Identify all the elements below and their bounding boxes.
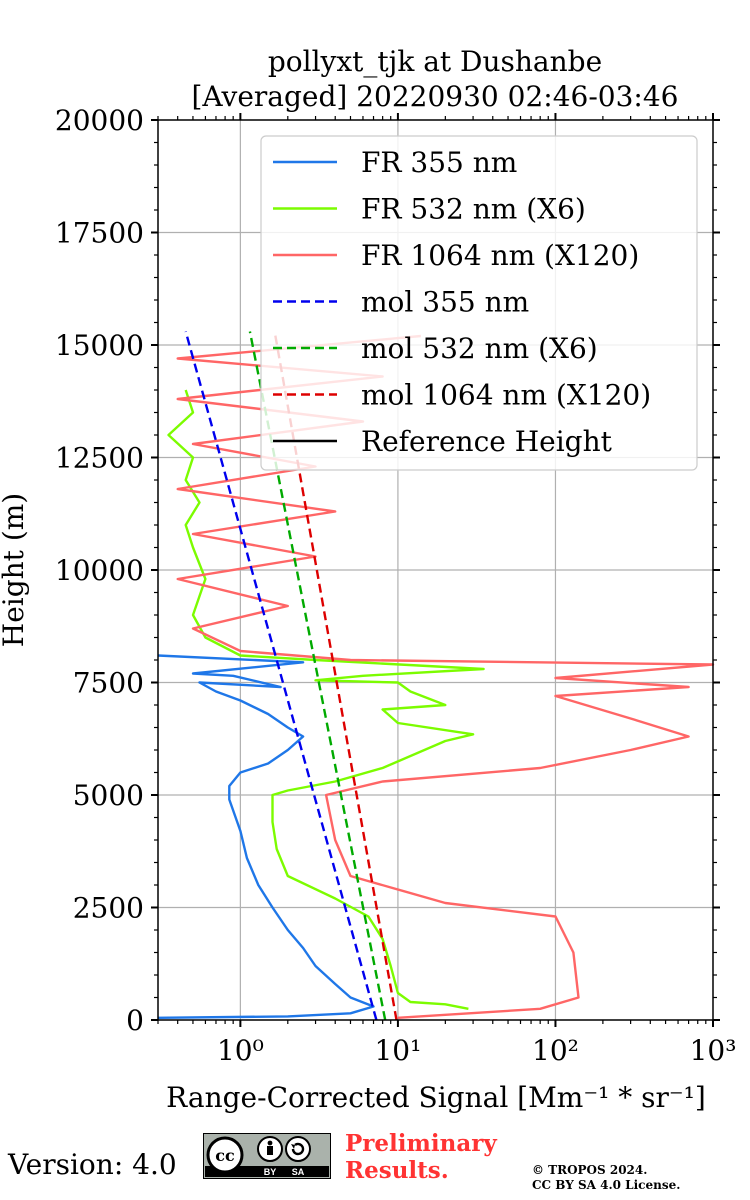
legend-label: mol 355 nm	[361, 286, 529, 319]
cc-license-badge: cc BY SA	[203, 1133, 331, 1179]
cc-icon	[206, 1136, 244, 1174]
legend-label: Reference Height	[361, 425, 613, 458]
y-tick-label: 5000	[73, 779, 144, 812]
legend: FR 355 nm FR 532 nm (X6) FR 1064 nm (X120)…	[260, 135, 698, 471]
preliminary-line-1: Preliminary	[345, 1130, 497, 1157]
series-line-1	[167, 389, 485, 1010]
legend-label: mol 1064 nm (X120)	[361, 379, 651, 412]
series-line-4	[248, 331, 387, 1021]
y-axis-label: Height (m)	[0, 493, 30, 647]
chart-subtitle: [Averaged] 20220930 02:46-03:46	[192, 80, 679, 113]
y-tick-label: 10000	[55, 554, 144, 587]
legend-label: FR 355 nm	[361, 146, 517, 179]
lidar-profile-chart: 0 2500 5000 7500 10000 12500 15000 17500 20000 10…	[0, 45, 737, 1114]
sa-icon	[285, 1136, 311, 1162]
x-axis-label: Range-Corrected Signal [Mm⁻¹ * sr⁻¹]	[166, 1081, 706, 1114]
series-line-3	[184, 331, 378, 1021]
chart-title: pollyxt_tjk at Dushanbe	[268, 45, 602, 78]
y-tick-label: 20000	[55, 104, 144, 137]
y-tick-label: 2500	[73, 892, 144, 925]
series-line-0	[157, 654, 375, 1019]
y-tick-label: 12500	[55, 442, 144, 475]
x-tick-label: 10¹	[374, 1034, 421, 1067]
legend-label: mol 532 nm (X6)	[361, 332, 598, 365]
y-tick-label: 17500	[55, 217, 144, 250]
preliminary-notice: Preliminary Results.	[345, 1130, 497, 1184]
legend-label: FR 532 nm (X6)	[361, 193, 586, 226]
svg-text:cc: cc	[215, 1146, 235, 1165]
y-tick-label: 15000	[55, 329, 144, 362]
series-line-2	[176, 334, 715, 1019]
svg-text:SA: SA	[292, 1167, 305, 1177]
legend-box	[260, 135, 698, 471]
x-tick-label: 10²	[532, 1034, 579, 1067]
axis-ticks: 0 2500 5000 7500 10000 12500 15000 17500 20000 10…	[55, 104, 737, 1067]
copyright-line-2: CC BY SA 4.0 License.	[532, 1178, 681, 1192]
x-tick-label: 10³	[690, 1034, 737, 1067]
copyright-line-1: © TROPOS 2024.	[532, 1163, 648, 1177]
preliminary-line-2: Results.	[345, 1157, 449, 1184]
series-lines	[157, 331, 715, 1021]
y-tick-label: 0	[126, 1004, 144, 1037]
svg-text:BY: BY	[264, 1167, 277, 1177]
version-label: Version: 4.0	[8, 1148, 177, 1181]
x-tick-label: 10⁰	[217, 1034, 264, 1067]
y-tick-label: 7500	[73, 667, 144, 700]
copyright-notice: © TROPOS 2024. CC BY SA 4.0 License.	[532, 1163, 680, 1193]
legend-label: FR 1064 nm (X120)	[361, 239, 639, 272]
